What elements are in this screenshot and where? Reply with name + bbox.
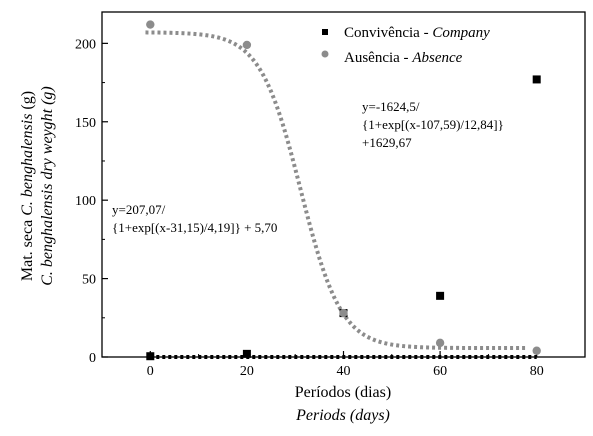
data-point-company: [532, 75, 541, 84]
data-point-company: [436, 291, 445, 300]
legend-marker-company: [322, 29, 328, 35]
y-axis-title-unit: (g): [19, 91, 36, 114]
fit-curves: [145, 30, 537, 359]
data-point-absence: [339, 308, 348, 318]
y-axis-title: Mat. seca C. benghalensis (g): [19, 91, 36, 281]
data-point-absence: [146, 20, 155, 29]
legend-label-company-pt: Convivência -: [344, 25, 432, 41]
fit-curve-absence: [145, 30, 528, 351]
equation-company-line-1: y=-1624,5/: [362, 99, 420, 114]
x-tick-label: 80: [530, 364, 544, 379]
equation-company-line-2: {1+exp[(x-107,59)/12,84]}: [362, 117, 504, 132]
y-axis-title-en-rest: dry weyght (g): [39, 86, 56, 183]
y-tick-label: 100: [75, 194, 96, 209]
data-point-absence: [532, 346, 541, 355]
equation-company: y=-1624,5/ {1+exp[(x-107,59)/12,84]} +16…: [362, 99, 504, 150]
equation-absence-line-2: {1+exp[(x-31,15)/4,19]} + 5,70: [112, 220, 277, 235]
data-point-company: [242, 349, 251, 358]
data-point-absence: [242, 40, 252, 50]
equation-absence-line-1: y=207,07/: [112, 202, 166, 217]
y-axis-title-prefix: Mat. seca: [19, 216, 36, 281]
x-tick-label: 20: [240, 364, 254, 379]
data-point-company: [146, 352, 155, 361]
y-axis-title-en-species: C. benghalensis: [39, 184, 56, 286]
y-axis: 0 50 100 150 200: [75, 37, 108, 366]
legend-label-absence-pt: Ausência -: [344, 50, 412, 66]
x-tick-label: 60: [433, 364, 447, 379]
x-tick-label: 0: [147, 364, 154, 379]
legend: Convivência - Company Ausência - Absence: [321, 25, 490, 66]
data-point-absence: [435, 338, 445, 348]
y-axis-title-en: C. benghalensis dry weyght (g): [39, 86, 56, 286]
equation-company-line-3: +1629,67: [362, 135, 412, 150]
legend-label-absence-en: Absence: [411, 50, 462, 66]
equation-absence: y=207,07/ {1+exp[(x-31,15)/4,19]} + 5,70: [112, 202, 277, 235]
y-axis-title-species: C. benghalensis: [19, 114, 36, 216]
x-tick-label: 40: [337, 364, 351, 379]
y-tick-label: 150: [75, 116, 96, 131]
y-tick-label: 200: [75, 37, 96, 52]
legend-label-company-en: Company: [432, 25, 490, 41]
y-tick-label: 50: [82, 273, 96, 288]
x-axis-title: Períodos (dias): [295, 384, 391, 401]
legend-marker-absence: [321, 50, 329, 58]
legend-label-absence: Ausência - Absence: [344, 50, 463, 66]
x-axis-title-en: Periods (days): [295, 407, 390, 424]
legend-label-company: Convivência - Company: [344, 25, 490, 41]
y-tick-label: 0: [89, 351, 96, 366]
data-points: [146, 20, 541, 361]
